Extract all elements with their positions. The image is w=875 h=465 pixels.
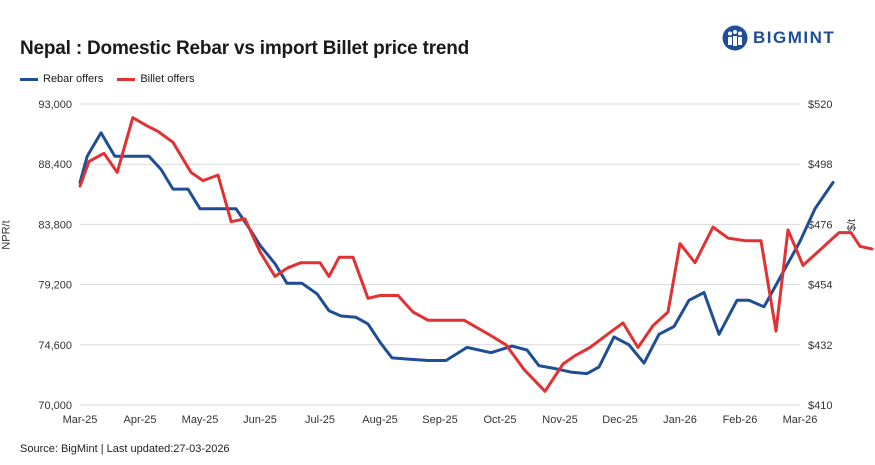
- brand-logo: BIGMINT: [722, 25, 835, 51]
- y2-tick-label: $520: [808, 99, 832, 111]
- x-tick-label: Jun-25: [243, 414, 277, 426]
- x-tick-label: Dec-25: [602, 414, 637, 426]
- y-tick-label: 74,600: [38, 340, 72, 352]
- x-tick-label: Jan-26: [663, 414, 697, 426]
- x-tick-label: Feb-26: [723, 414, 758, 426]
- legend-label-billet: Billet offers: [140, 73, 195, 85]
- x-tick-label: Mar-25: [63, 414, 98, 426]
- x-tick-label: Aug-25: [362, 414, 397, 426]
- y-tick-label: 83,800: [38, 219, 72, 231]
- x-tick-label: Nov-25: [542, 414, 577, 426]
- x-tick-label: May-25: [182, 414, 219, 426]
- legend-swatch-rebar: [20, 77, 38, 81]
- series-line-rebar: [78, 131, 835, 376]
- y2-tick-label: $454: [808, 280, 832, 292]
- y-tick-label: 79,200: [38, 280, 72, 292]
- x-tick-label: Jul-25: [305, 414, 335, 426]
- chart-legend: Rebar offers Billet offers: [20, 73, 209, 85]
- chart-title: Nepal : Domestic Rebar vs import Billet …: [20, 38, 470, 59]
- y2-tick-label: $432: [808, 340, 832, 352]
- series-line-billet: [78, 116, 874, 393]
- y-tick-label: 88,400: [38, 159, 72, 171]
- logo-mark-icon: [722, 25, 748, 51]
- legend-item-rebar: Rebar offers: [20, 73, 103, 85]
- x-tick-label: Mar-26: [783, 414, 818, 426]
- source-note: Source: BigMint | Last updated:27-03-202…: [20, 443, 230, 455]
- x-tick-label: Apr-25: [123, 414, 156, 426]
- legend-swatch-billet: [117, 77, 136, 81]
- y2-tick-label: $410: [808, 400, 832, 412]
- legend-item-billet: Billet offers: [117, 73, 195, 85]
- y-tick-label: 93,000: [38, 99, 72, 111]
- legend-label-rebar: Rebar offers: [43, 73, 104, 85]
- x-tick-label: Oct-25: [483, 414, 516, 426]
- y-tick-label: 70,000: [38, 400, 72, 412]
- y-axis-title: NPR/t: [0, 220, 13, 250]
- x-tick-label: Sep-25: [422, 414, 457, 426]
- logo-text: BIGMINT: [753, 28, 836, 47]
- y2-axis-title: $/t: [846, 218, 859, 232]
- y2-tick-label: $476: [808, 219, 832, 231]
- y2-tick-label: $498: [808, 159, 832, 171]
